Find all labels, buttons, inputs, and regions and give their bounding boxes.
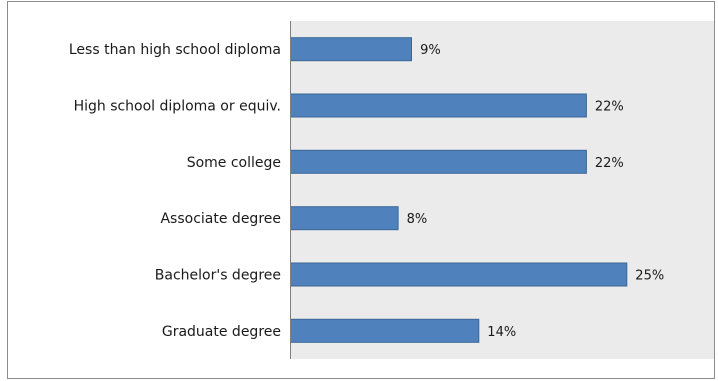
category-label: Graduate degree [162,324,281,340]
bar [290,206,399,231]
bar [290,262,628,287]
bar [290,318,480,343]
bar [290,37,412,62]
bar [290,149,587,174]
data-label: 25% [635,269,664,284]
category-label: High school diploma or equiv. [74,99,281,115]
category-label: Bachelor's degree [155,268,281,284]
data-label: 8% [407,212,428,227]
data-label: 9% [420,43,441,58]
data-label: 22% [595,100,624,115]
plot-area [290,21,714,359]
category-label: Less than high school diploma [69,42,281,58]
bar-chart: Less than high school diploma 9% High scho… [69,21,714,359]
data-label: 14% [487,325,516,340]
data-label: 22% [595,156,624,171]
category-label: Some college [187,155,281,171]
chart-frame: Less than high school diploma 9% High scho… [7,1,715,379]
bar [290,93,587,118]
category-label: Associate degree [160,211,281,227]
